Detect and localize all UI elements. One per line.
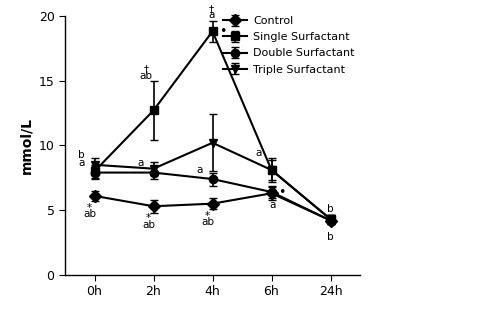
Text: b: b	[327, 204, 334, 214]
Text: a: a	[270, 200, 276, 210]
Text: ab: ab	[142, 220, 156, 230]
Text: *: *	[146, 213, 152, 223]
Legend: Control, Single Surfactant, Double Surfactant, Triple Surfactant: Control, Single Surfactant, Double Surfa…	[223, 16, 354, 75]
Text: *: *	[205, 211, 210, 221]
Text: a: a	[256, 148, 262, 158]
Text: b: b	[78, 150, 85, 160]
Text: •: •	[220, 25, 227, 38]
Text: †: †	[209, 4, 214, 15]
Text: a: a	[196, 165, 202, 174]
Text: b: b	[327, 232, 334, 242]
Text: a: a	[208, 10, 214, 20]
Text: ab: ab	[140, 70, 152, 81]
Text: ab: ab	[202, 217, 214, 227]
Text: a: a	[138, 158, 143, 168]
Text: *: *	[87, 203, 92, 213]
Y-axis label: mmol/L: mmol/L	[19, 117, 33, 174]
Text: •: •	[278, 185, 286, 198]
Text: a: a	[78, 158, 84, 168]
Text: ab: ab	[84, 210, 96, 220]
Text: †: †	[144, 64, 148, 74]
